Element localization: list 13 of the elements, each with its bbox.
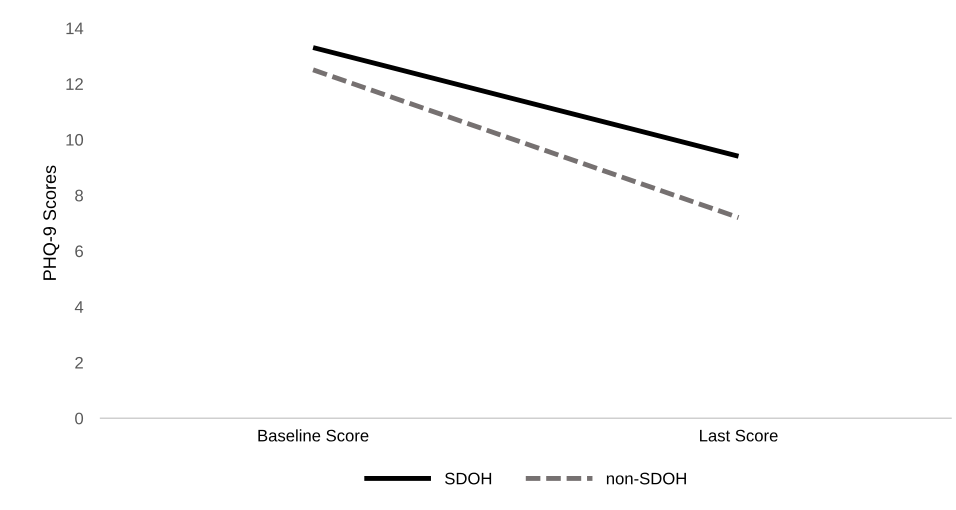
y-tick-label: 8 xyxy=(75,190,83,202)
y-tick-label: 10 xyxy=(66,134,84,146)
legend-label: SDOH xyxy=(445,472,492,484)
y-tick-label: 6 xyxy=(75,245,83,258)
x-tick-label: Last Score xyxy=(700,430,778,442)
y-tick-label: 0 xyxy=(75,412,84,424)
y-tick-label: 12 xyxy=(66,78,83,90)
y-axis-title: PHQ-9 Scores xyxy=(43,166,60,280)
legend-label: non-SDOH xyxy=(606,472,686,484)
y-tick-label: 4 xyxy=(74,301,84,313)
y-tick-label: 2 xyxy=(75,356,83,369)
x-tick-label: Baseline Score xyxy=(258,429,368,442)
y-tick-label: 14 xyxy=(66,22,84,34)
